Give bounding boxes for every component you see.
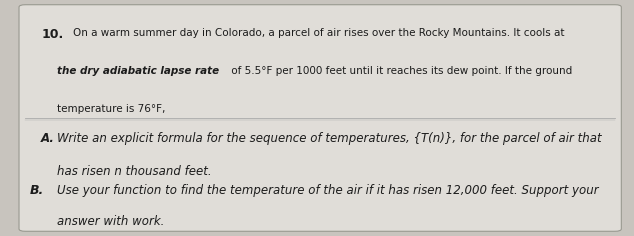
Text: answer with work.: answer with work. [57, 215, 164, 228]
FancyBboxPatch shape [19, 5, 621, 231]
Text: has risen n thousand feet.: has risen n thousand feet. [57, 165, 212, 178]
Text: On a warm summer day in Colorado, a parcel of air rises over the Rocky Mountains: On a warm summer day in Colorado, a parc… [73, 28, 564, 38]
Text: 10.: 10. [41, 28, 63, 41]
Text: Use your function to find the temperature of the air if it has risen 12,000 feet: Use your function to find the temperatur… [57, 184, 598, 197]
Text: temperature is 76°F,: temperature is 76°F, [57, 104, 165, 114]
Text: B.: B. [30, 184, 44, 197]
Text: the dry adiabatic lapse rate: the dry adiabatic lapse rate [57, 66, 219, 76]
Text: A.: A. [41, 132, 55, 145]
Text: Write an explicit formula for the sequence of temperatures, {T(n)}, for the parc: Write an explicit formula for the sequen… [57, 132, 602, 145]
Text: of 5.5°F per 1000 feet until it reaches its dew point. If the ground: of 5.5°F per 1000 feet until it reaches … [228, 66, 573, 76]
